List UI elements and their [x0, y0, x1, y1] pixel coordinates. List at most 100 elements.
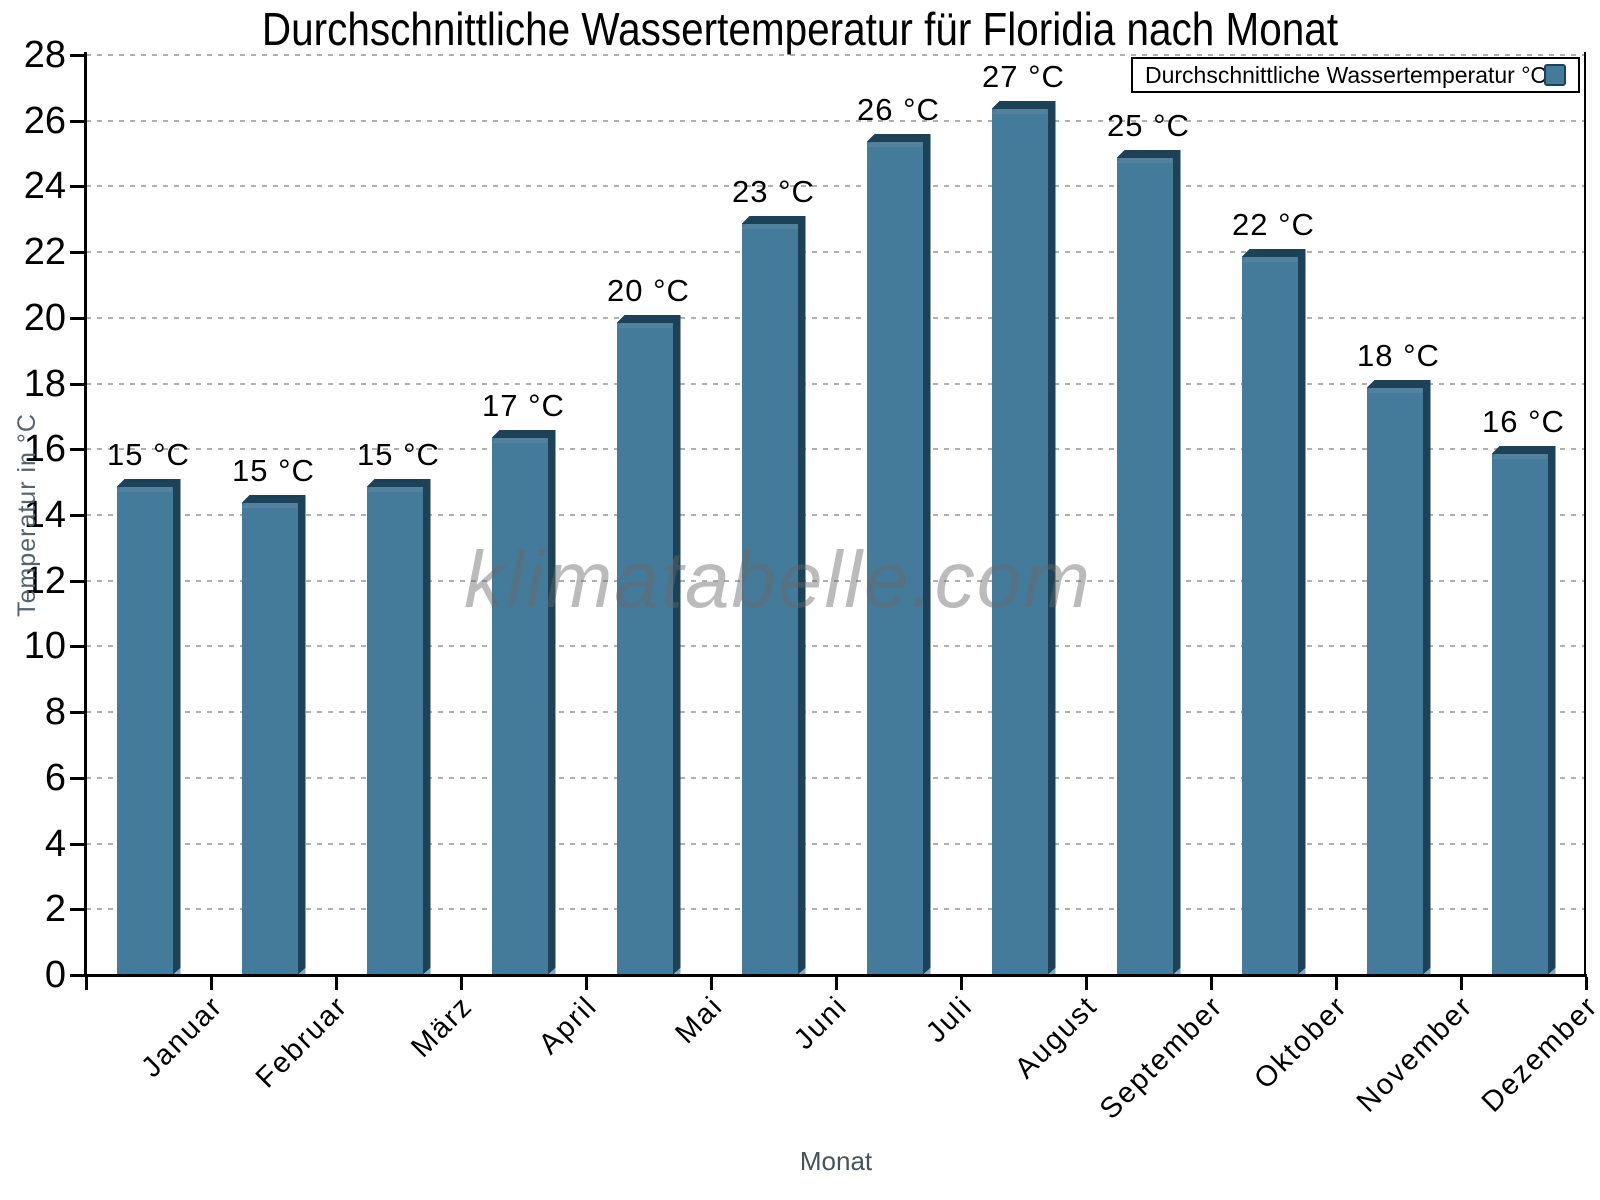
bar-top-edge	[991, 101, 1056, 109]
bar-right-edge	[1048, 109, 1056, 975]
bar-top-edge	[866, 134, 931, 142]
x-category-label-2: Februar	[249, 990, 355, 1095]
y-tick-2	[70, 908, 86, 912]
x-category-label-5: Mai	[669, 990, 730, 1050]
y-tick-label-16: 16	[23, 428, 66, 471]
bar-value-label-11: 18 °C	[1357, 338, 1440, 373]
x-tick-3	[460, 977, 463, 990]
bar-right-edge	[923, 142, 931, 975]
bar-top-highlight	[866, 142, 923, 147]
gridline-y-20	[86, 316, 1586, 319]
gridline-y-26	[86, 119, 1586, 122]
bar-value-label-4: 17 °C	[482, 388, 565, 423]
bar-bottom-bevel	[1422, 968, 1431, 975]
bar-oktober	[1241, 249, 1306, 975]
bar-face	[366, 487, 423, 975]
bar-top-edge	[116, 479, 181, 487]
gridline-y-22	[86, 251, 1586, 254]
x-category-label-1: Januar	[135, 990, 230, 1084]
y-tick-16	[70, 448, 86, 452]
x-tick-0	[85, 977, 88, 990]
bar-bottom-bevel	[1172, 968, 1181, 975]
bar-bottom-bevel	[922, 968, 931, 975]
legend-color-swatch-icon	[1544, 64, 1566, 86]
y-tick-label-18: 18	[23, 362, 66, 405]
bar-top-highlight	[1366, 388, 1423, 393]
x-tick-11	[1460, 977, 1463, 990]
bar-top-highlight	[241, 503, 298, 508]
bar-value-label-12: 16 °C	[1482, 404, 1565, 439]
bar-face	[1491, 454, 1548, 975]
bar-bottom-bevel	[422, 968, 431, 975]
y-tick-10	[70, 645, 86, 649]
y-tick-label-2: 2	[44, 888, 66, 931]
bar-top-edge	[1116, 150, 1181, 158]
bar-value-label-7: 26 °C	[857, 92, 940, 127]
bar-top-highlight	[366, 487, 423, 492]
x-category-label-11: November	[1350, 990, 1480, 1119]
bar-right-edge	[1173, 158, 1181, 975]
x-axis-line	[84, 974, 1587, 977]
gridline-y-8	[86, 711, 1586, 714]
bar-right-edge	[298, 503, 306, 975]
gridline-y-4	[86, 842, 1586, 845]
bar-juni	[741, 216, 806, 975]
gridline-y-16	[86, 448, 1586, 451]
bar-right-edge	[173, 487, 181, 975]
bar-right-edge	[1298, 257, 1306, 975]
bar-right-edge	[423, 487, 431, 975]
gridline-y-14	[86, 514, 1586, 516]
gridline-y-10	[86, 645, 1586, 648]
bar-top-edge	[1241, 249, 1306, 257]
x-category-label-10: Oktober	[1248, 990, 1355, 1096]
x-category-label-3: März	[405, 990, 480, 1064]
bar-märz	[366, 479, 431, 975]
y-tick-0	[70, 974, 86, 977]
bar-bottom-bevel	[297, 968, 306, 975]
legend-box: Durchschnittliche Wassertemperatur °C	[1131, 57, 1580, 93]
bar-face	[1366, 388, 1423, 975]
bar-top-highlight	[1241, 257, 1298, 262]
bar-value-label-2: 15 °C	[232, 453, 315, 488]
bar-september	[1116, 150, 1181, 975]
y-tick-label-14: 14	[23, 494, 66, 536]
y-tick-label-28: 28	[23, 34, 66, 76]
y-tick-label-4: 4	[44, 822, 66, 865]
y-tick-label-12: 12	[23, 559, 66, 602]
y-tick-18	[70, 382, 86, 386]
bar-top-highlight	[491, 438, 548, 443]
y-tick-8	[70, 711, 86, 715]
bar-face	[241, 503, 298, 975]
y-tick-6	[70, 776, 86, 780]
bar-top-highlight	[116, 487, 173, 492]
x-tick-8	[1085, 977, 1088, 990]
gridline-y-12	[86, 579, 1586, 582]
y-tick-label-26: 26	[23, 99, 66, 142]
bar-februar	[241, 495, 306, 975]
y-tick-label-20: 20	[23, 296, 66, 339]
bar-dezember	[1491, 446, 1556, 975]
bar-value-label-10: 22 °C	[1232, 207, 1315, 242]
bar-bottom-bevel	[1047, 968, 1056, 975]
x-tick-1	[210, 977, 213, 990]
gridline-y-6	[86, 776, 1586, 779]
bar-bottom-bevel	[547, 968, 556, 975]
x-category-label-4: April	[533, 990, 605, 1061]
bar-face	[991, 109, 1048, 975]
bar-top-edge	[1366, 380, 1431, 388]
bar-value-label-8: 27 °C	[982, 59, 1065, 94]
y-tick-label-10: 10	[23, 625, 66, 668]
bar-bottom-bevel	[797, 968, 806, 975]
bar-mai	[616, 315, 681, 975]
y-tick-label-22: 22	[23, 231, 66, 274]
bar-right-edge	[548, 438, 556, 975]
x-tick-10	[1335, 977, 1338, 990]
bar-face	[116, 487, 173, 975]
bar-bottom-bevel	[172, 968, 181, 975]
gridline-y-28	[86, 54, 1586, 56]
plot-right-border	[1584, 52, 1586, 977]
gridline-y-2	[86, 908, 1586, 911]
y-tick-24	[70, 185, 86, 189]
y-axis-title: Temperatur in °C	[13, 413, 41, 617]
